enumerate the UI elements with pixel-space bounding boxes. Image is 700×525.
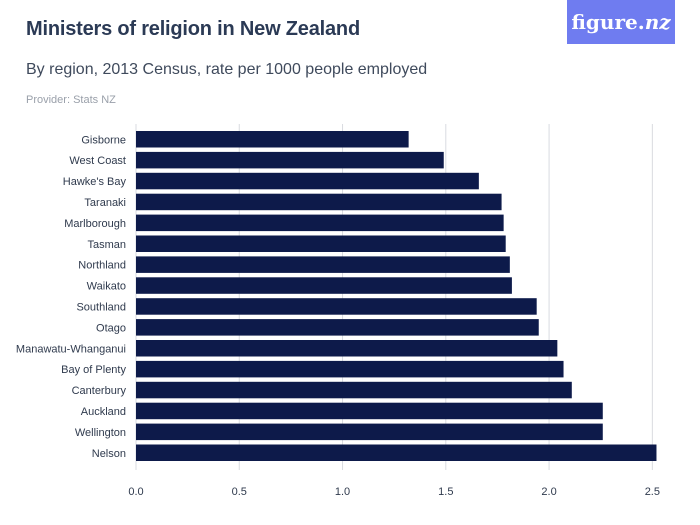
x-tick-label: 2.0 <box>541 486 556 498</box>
bar[interactable] <box>136 256 510 273</box>
bar[interactable] <box>136 444 657 462</box>
category-label: West Coast <box>69 155 126 167</box>
provider-label: Provider: Stats NZ <box>26 94 116 106</box>
bar[interactable] <box>136 340 558 357</box>
x-tick-label: 0.5 <box>232 486 247 498</box>
bar[interactable] <box>136 423 603 441</box>
category-label: Hawke's Bay <box>63 176 127 188</box>
bar[interactable] <box>136 319 539 336</box>
x-tick-label: 1.5 <box>438 486 453 498</box>
x-tick-label: 1.0 <box>335 486 350 498</box>
category-label: Wellington <box>75 427 126 439</box>
category-label: Waikato <box>87 281 126 293</box>
chart-title: Ministers of religion in New Zealand <box>26 18 360 40</box>
category-label: Northland <box>78 260 126 272</box>
category-label: Tasman <box>87 239 126 251</box>
bar[interactable] <box>136 131 409 148</box>
category-label: Gisborne <box>81 134 126 146</box>
bar[interactable] <box>136 298 537 315</box>
category-label: Otago <box>96 322 126 334</box>
category-label: Manawatu-Whanganui <box>16 343 126 355</box>
bar[interactable] <box>136 402 603 420</box>
bar[interactable] <box>136 193 502 211</box>
x-tick-label: 2.5 <box>645 486 660 498</box>
bar[interactable] <box>136 235 506 253</box>
category-label: Nelson <box>92 448 126 460</box>
logo-suffix: nz <box>644 10 671 34</box>
category-label: Taranaki <box>84 197 126 209</box>
bar[interactable] <box>136 151 444 169</box>
bar[interactable] <box>136 172 479 190</box>
x-tick-label: 0.0 <box>128 486 143 498</box>
category-label: Marlborough <box>64 218 126 230</box>
bar[interactable] <box>136 214 504 232</box>
category-label: Auckland <box>81 406 126 418</box>
bar[interactable] <box>136 360 564 378</box>
bar[interactable] <box>136 381 572 399</box>
bar[interactable] <box>136 277 512 294</box>
chart-subtitle: By region, 2013 Census, rate per 1000 pe… <box>26 61 428 78</box>
category-label: Bay of Plenty <box>61 364 126 376</box>
category-label: Southland <box>76 301 126 313</box>
logo-text: figure. <box>571 10 645 34</box>
category-label: Canterbury <box>72 385 127 397</box>
figure-nz-logo[interactable]: figure. nz <box>567 0 675 44</box>
